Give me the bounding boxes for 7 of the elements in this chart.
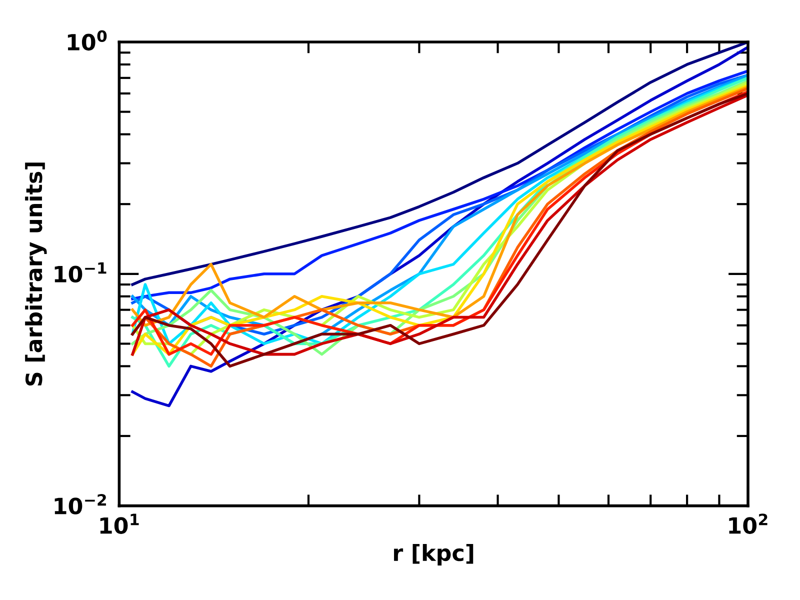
y-tick-label: 10$^{−1}$ [54, 262, 106, 283]
y-tick-label: 10$^{0}$ [68, 30, 107, 51]
y-tick-label: 10$^{−2}$ [54, 494, 106, 514]
x-axis-title: r [kpc] [394, 544, 474, 566]
x-tick-label: 10$^{2}$ [729, 514, 768, 534]
x-tick-label: 10$^{1}$ [100, 514, 139, 534]
y-axis-title: S [arbitrary units] [25, 162, 47, 386]
